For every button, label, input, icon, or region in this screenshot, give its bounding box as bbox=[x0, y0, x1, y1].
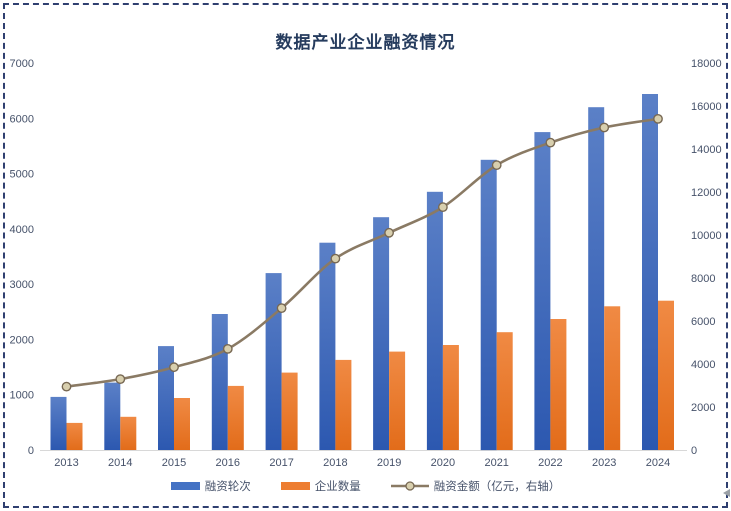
svg-text:7000: 7000 bbox=[10, 58, 34, 70]
svg-text:10000: 10000 bbox=[691, 230, 722, 242]
svg-text:4000: 4000 bbox=[691, 359, 715, 371]
svg-text:2000: 2000 bbox=[691, 402, 715, 414]
svg-text:1000: 1000 bbox=[10, 390, 34, 402]
svg-text:0: 0 bbox=[691, 445, 697, 457]
svg-text:2015: 2015 bbox=[162, 457, 186, 469]
legend-item-financing-amount: 融资金额（亿元，右轴） bbox=[390, 478, 561, 494]
svg-text:2016: 2016 bbox=[216, 457, 240, 469]
svg-text:16000: 16000 bbox=[691, 101, 722, 113]
cursor-arrow-icon bbox=[723, 489, 730, 497]
svg-text:2024: 2024 bbox=[646, 457, 670, 469]
bar-swatch-orange-icon bbox=[280, 482, 310, 490]
svg-text:2021: 2021 bbox=[484, 457, 508, 469]
legend-item-financing-rounds: 融资轮次 bbox=[170, 478, 251, 494]
svg-text:2023: 2023 bbox=[592, 457, 616, 469]
svg-text:2017: 2017 bbox=[269, 457, 293, 469]
bar-swatch-blue-icon bbox=[170, 482, 200, 490]
legend-label-financing-rounds: 融资轮次 bbox=[204, 481, 251, 493]
svg-text:2018: 2018 bbox=[323, 457, 347, 469]
svg-text:14000: 14000 bbox=[691, 144, 722, 156]
chart-legend: 融资轮次 企业数量 融资金额（亿元，右轴） bbox=[0, 478, 731, 494]
svg-text:6000: 6000 bbox=[691, 316, 715, 328]
svg-text:2013: 2013 bbox=[54, 457, 78, 469]
svg-text:2022: 2022 bbox=[538, 457, 562, 469]
svg-text:2000: 2000 bbox=[10, 334, 34, 346]
legend-label-company-count: 企业数量 bbox=[314, 481, 361, 493]
svg-text:5000: 5000 bbox=[10, 169, 34, 181]
legend-label-financing-amount: 融资金额（亿元，右轴） bbox=[433, 481, 561, 493]
svg-text:2014: 2014 bbox=[108, 457, 132, 469]
svg-text:8000: 8000 bbox=[691, 273, 715, 285]
svg-text:18000: 18000 bbox=[691, 58, 722, 70]
chart-title: 数据产业企业融资情况 bbox=[275, 33, 456, 52]
svg-text:12000: 12000 bbox=[691, 187, 722, 199]
legend-item-company-count: 企业数量 bbox=[280, 478, 361, 494]
svg-text:6000: 6000 bbox=[10, 113, 34, 125]
svg-text:0: 0 bbox=[28, 445, 34, 457]
svg-text:4000: 4000 bbox=[10, 224, 34, 236]
line-marker-swatch-icon bbox=[390, 481, 429, 491]
svg-text:3000: 3000 bbox=[10, 279, 34, 291]
svg-text:2019: 2019 bbox=[377, 457, 401, 469]
svg-text:2020: 2020 bbox=[431, 457, 455, 469]
